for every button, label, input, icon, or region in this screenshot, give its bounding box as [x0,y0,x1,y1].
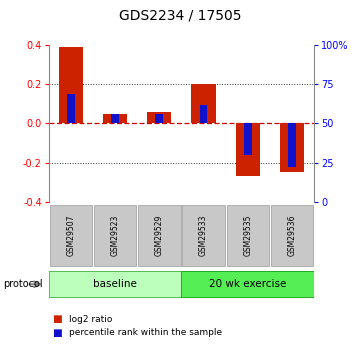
Bar [49,205,92,266]
Text: ■: ■ [52,328,62,338]
Bar [182,205,225,266]
Text: GSM29523: GSM29523 [110,215,119,256]
Bar [191,84,216,124]
Text: 20 wk exercise: 20 wk exercise [209,279,286,289]
Text: protocol: protocol [4,279,43,289]
Text: percentile rank within the sample: percentile rank within the sample [69,328,222,337]
Bar [94,205,136,266]
Text: GSM29529: GSM29529 [155,215,164,256]
Bar [147,111,171,124]
Bar [280,124,304,172]
Bar [111,114,119,124]
Bar [244,124,252,155]
Bar [103,114,127,124]
Text: GSM29536: GSM29536 [287,215,296,256]
Bar [49,271,181,297]
Text: GSM29533: GSM29533 [199,215,208,256]
Text: GSM29535: GSM29535 [243,215,252,256]
Bar [67,93,75,124]
Bar [236,124,260,176]
Bar [271,205,313,266]
Bar [155,114,163,124]
Bar [226,205,269,266]
Bar [200,105,208,124]
Text: log2 ratio: log2 ratio [69,315,112,324]
Text: GSM29507: GSM29507 [66,215,75,256]
Bar [181,271,314,297]
Bar [288,124,296,167]
Bar [138,205,180,266]
Text: GDS2234 / 17505: GDS2234 / 17505 [119,9,242,23]
Text: ■: ■ [52,314,62,324]
Text: baseline: baseline [93,279,137,289]
Bar [59,47,83,124]
